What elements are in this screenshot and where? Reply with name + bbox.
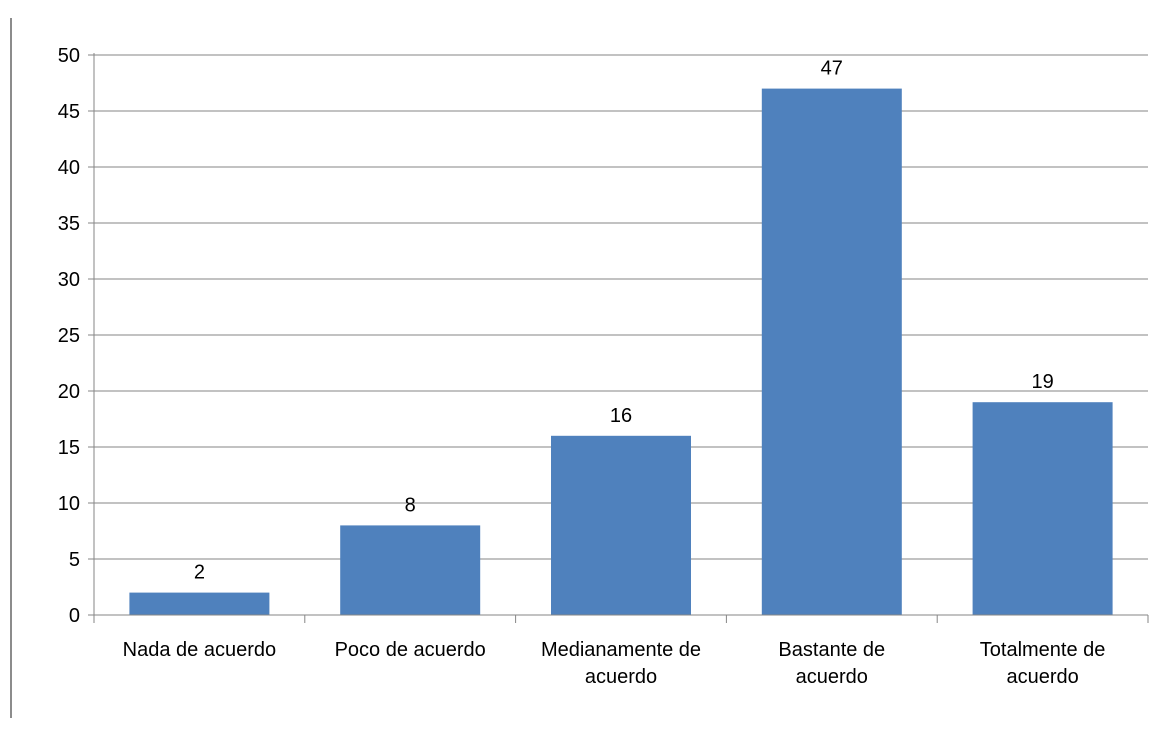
y-tick-label: 25: [58, 325, 80, 347]
data-label: 16: [610, 405, 632, 427]
x-category-label: Nada de acuerdo: [123, 639, 276, 661]
y-tick-label: 5: [69, 549, 80, 571]
y-tick-label: 15: [58, 437, 80, 459]
y-tick-label: 35: [58, 213, 80, 235]
y-tick-label: 40: [58, 157, 80, 179]
bars: [129, 88, 1113, 616]
x-category-label: Bastante de: [778, 639, 885, 661]
bar: [129, 592, 270, 615]
gridlines: [94, 54, 1148, 560]
data-label: 8: [405, 494, 416, 516]
x-category-label: Poco de acuerdo: [335, 639, 486, 661]
x-category-label: acuerdo: [585, 666, 657, 688]
x-category-label: acuerdo: [1006, 666, 1078, 688]
y-tick-label: 10: [58, 493, 80, 515]
y-tick-label: 0: [69, 605, 80, 627]
x-category-label: Medianamente de: [541, 639, 701, 661]
y-tick-label: 20: [58, 381, 80, 403]
bar: [340, 525, 481, 615]
labels: 0 5 10 15 20 25 30 35 40 45 50 2 Nada de acuerdo 8 Poc…: [58, 45, 1106, 688]
bar: [972, 402, 1113, 615]
bar: [551, 435, 691, 615]
y-tick-label: 45: [58, 101, 80, 123]
x-category-label: acuerdo: [796, 666, 868, 688]
x-category-label: Totalmente de: [980, 639, 1106, 661]
data-label: 2: [194, 562, 205, 584]
bar: [761, 88, 902, 616]
data-label: 47: [821, 58, 843, 80]
data-label: 19: [1031, 371, 1053, 393]
y-tick-label: 30: [58, 269, 80, 291]
y-tick-label: 50: [58, 45, 80, 67]
left-border-line: [10, 18, 12, 718]
axes: [88, 53, 1149, 623]
